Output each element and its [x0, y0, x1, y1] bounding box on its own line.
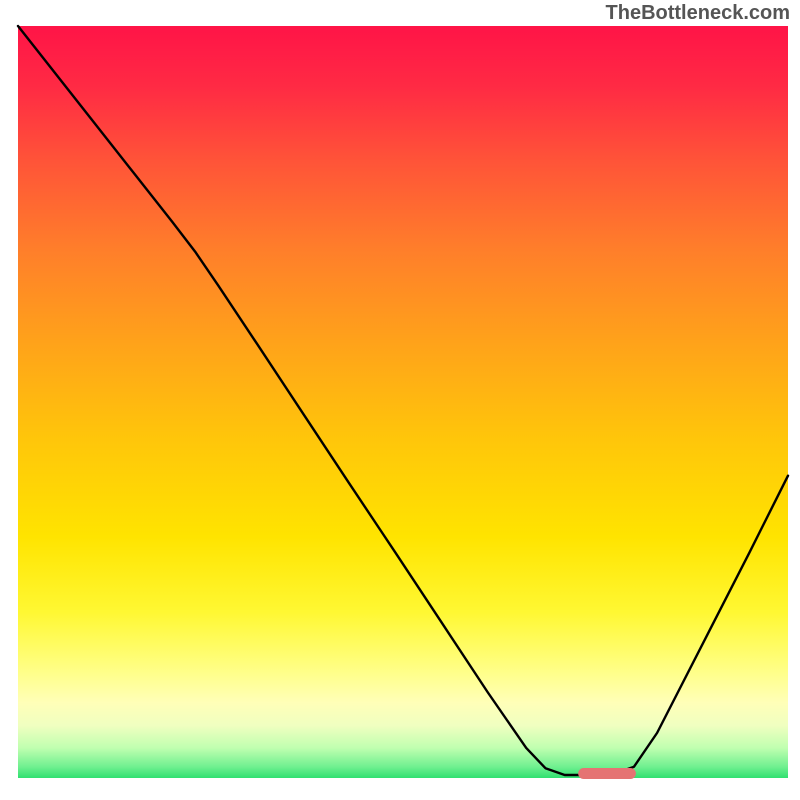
- optimal-marker: [578, 768, 636, 779]
- chart-svg: [0, 0, 800, 800]
- plot-background: [18, 26, 788, 778]
- watermark-text: TheBottleneck.com: [606, 2, 790, 25]
- bottleneck-chart: TheBottleneck.com: [0, 0, 800, 800]
